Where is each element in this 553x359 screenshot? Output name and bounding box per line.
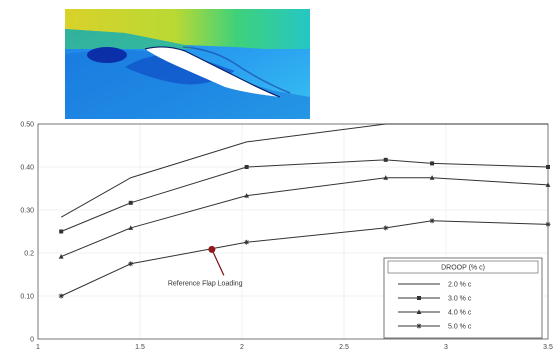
x-tick-label: 2.5 (339, 344, 349, 351)
legend-label: 4.0 % c (448, 310, 472, 317)
y-tick-label: 0.30 (20, 208, 34, 215)
x-tick-label: 3.5 (543, 344, 553, 351)
series-line (60, 123, 548, 218)
legend-label: 3.0 % c (448, 296, 472, 303)
data-point (128, 225, 134, 230)
y-tick-label: 0.2 (24, 251, 34, 258)
flow-contour-image (65, 9, 310, 119)
series-3 (58, 175, 551, 259)
legend-entry: 2.0 % c (398, 282, 472, 289)
annotation-marker (208, 245, 216, 253)
data-point (383, 157, 388, 162)
data-point (429, 175, 435, 180)
series-4 (58, 218, 551, 299)
data-point (417, 296, 421, 300)
data-point (430, 161, 435, 166)
data-point (244, 239, 250, 245)
flap-loading-chart: 0 0.10 0.2 0.30 0.40 0.50 1 1.5 2 2.5 3 3.5 Refere… (20, 122, 553, 352)
x-tick-label: 3 (444, 344, 448, 351)
y-tick-label: 0.40 (20, 165, 34, 172)
annotation-group: Reference Flap Loading (168, 245, 243, 287)
data-point (416, 323, 422, 329)
series-group (58, 123, 551, 299)
legend-title: DROOP (% c) (441, 265, 485, 272)
data-point (58, 253, 64, 259)
data-point (128, 261, 134, 267)
data-point (416, 309, 422, 314)
annotation-label: Reference Flap Loading (168, 280, 243, 287)
x-tick-label: 1 (36, 344, 40, 351)
data-point (58, 293, 64, 299)
grid-lines (38, 124, 548, 339)
legend-entry: 5.0 % c (398, 323, 472, 331)
data-point (383, 175, 389, 180)
legend: DROOP (% c) 2.0 % c 3.0 % c 4.0 % c 5.0 % c (383, 257, 543, 339)
series-2 (59, 157, 550, 234)
data-point (59, 229, 64, 234)
data-point (429, 218, 435, 224)
data-point (244, 193, 250, 198)
annotation-leader (211, 249, 225, 276)
x-tick-label: 2 (240, 344, 244, 351)
y-tick-label: 0.10 (20, 294, 34, 301)
data-point (128, 200, 133, 205)
data-point (383, 225, 389, 231)
series-line (60, 159, 549, 232)
y-tick-label: 0.50 (20, 122, 34, 129)
data-point (545, 221, 551, 227)
y-tick-label: 0 (30, 337, 34, 344)
legend-title-box (387, 260, 539, 274)
x-axis-ticks: 1 1.5 2 2.5 3 3.5 (36, 344, 553, 351)
legend-entry: 3.0 % c (398, 296, 472, 303)
legend-label: 2.0 % c (448, 282, 472, 289)
series-line (60, 177, 549, 258)
data-point (545, 182, 551, 187)
x-tick-label: 1.5 (135, 344, 145, 351)
y-axis-ticks: 0 0.10 0.2 0.30 0.40 0.50 (20, 122, 34, 344)
legend-entries: 2.0 % c 3.0 % c 4.0 % c 5.0 % c (398, 282, 472, 331)
legend-label: 5.0 % c (448, 324, 472, 331)
series-1 (60, 123, 548, 218)
data-point (244, 165, 249, 169)
series-line (60, 220, 549, 297)
data-point (546, 165, 550, 169)
legend-entry: 4.0 % c (398, 309, 472, 317)
plot-frame (37, 123, 549, 340)
